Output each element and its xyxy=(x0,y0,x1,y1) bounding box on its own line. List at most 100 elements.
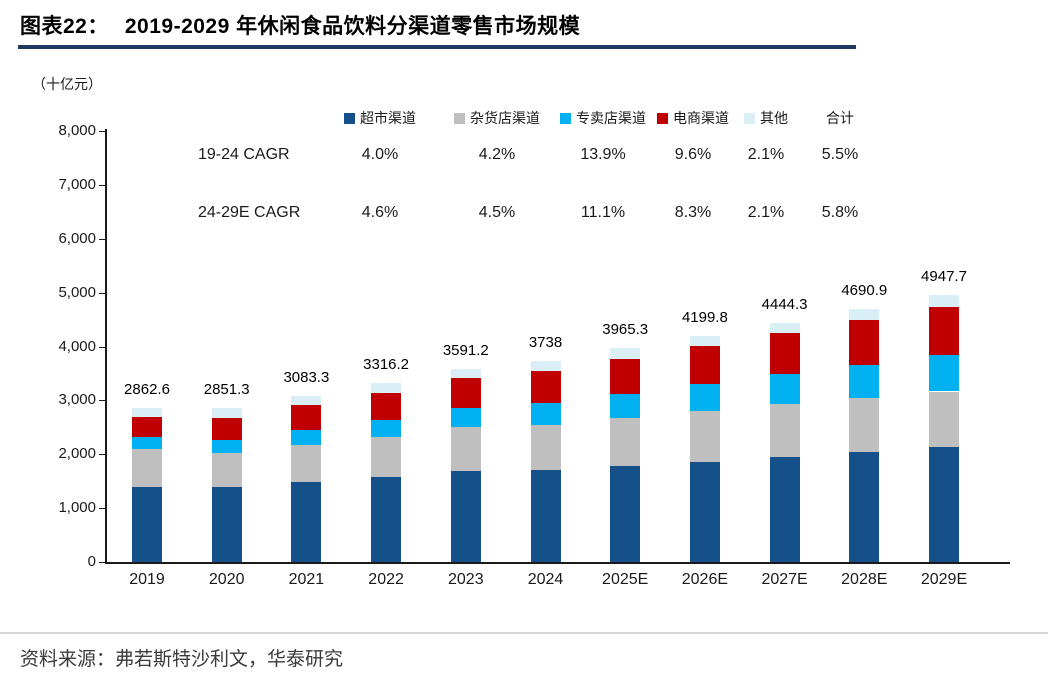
legend-item-5: 其他 xyxy=(744,108,788,128)
legend-swatch xyxy=(657,112,668,124)
bar-segment xyxy=(849,452,880,562)
x-axis-category-label: 2028E xyxy=(841,571,888,588)
bar-total-label: 3316.2 xyxy=(363,356,410,374)
cagr-value: 8.3% xyxy=(674,204,712,221)
y-axis-tick-mark xyxy=(99,131,105,132)
bar-segment xyxy=(849,364,880,398)
legend-swatch xyxy=(560,112,571,124)
bar-segment xyxy=(132,486,162,562)
bar-segment xyxy=(689,461,720,562)
bar-total-label: 4444.3 xyxy=(761,295,808,313)
unit-label: （十亿元） xyxy=(32,76,102,92)
y-axis-tick-label: 5,000 xyxy=(58,283,96,301)
bar-segment xyxy=(530,360,561,371)
cagr-value: 5.8% xyxy=(821,204,859,221)
bar-segment xyxy=(132,448,162,487)
cagr-value: 5.5% xyxy=(821,146,859,163)
y-axis-tick-mark xyxy=(99,508,105,510)
legend-swatch xyxy=(744,112,755,124)
x-axis-category-label: 2026E xyxy=(681,571,729,588)
bar-segment xyxy=(211,440,242,453)
bar-segment xyxy=(132,416,162,438)
title-underline xyxy=(18,45,856,49)
y-axis-tick-label: 6,000 xyxy=(58,229,96,247)
y-axis-tick-mark xyxy=(99,400,105,402)
bar-segment xyxy=(450,426,481,472)
y-axis-tick-label: 0 xyxy=(87,553,96,570)
bar-segment xyxy=(610,417,641,467)
bar-segment xyxy=(530,403,561,425)
bar-segment xyxy=(211,408,242,418)
x-axis-category-label: 2029E xyxy=(920,571,968,588)
bar-segment xyxy=(211,452,242,488)
legend-label: 杂货店渠道 xyxy=(470,110,540,126)
bar-segment xyxy=(689,410,720,462)
x-axis-category-label: 2023 xyxy=(448,571,484,588)
cagr-row-label: 19-24 CAGR xyxy=(198,146,290,163)
legend-item-3: 专卖店渠道 xyxy=(560,108,646,128)
bar-segment xyxy=(371,383,402,394)
bar-segment xyxy=(371,420,402,437)
bar-total-label: 2851.3 xyxy=(203,381,250,399)
legend-label: 电商渠道 xyxy=(673,110,729,126)
y-axis-tick-label: 4,000 xyxy=(58,337,96,355)
bar-segment xyxy=(291,405,322,430)
bar-total-label: 3965.3 xyxy=(602,321,649,339)
bar-segment xyxy=(769,456,800,562)
cagr-value: 4.5% xyxy=(478,204,516,221)
bar-segment xyxy=(291,482,322,562)
bar-segment xyxy=(689,384,720,411)
bar-segment xyxy=(610,466,641,562)
y-axis-line xyxy=(105,129,107,564)
bar-segment xyxy=(929,354,959,392)
bar-total-label: 3738 xyxy=(528,333,563,351)
bar-segment xyxy=(211,487,242,562)
y-axis-tick-label: 3,000 xyxy=(58,391,96,409)
bar-segment xyxy=(689,335,720,347)
legend-label: 专卖店渠道 xyxy=(576,110,646,126)
bar-segment xyxy=(530,424,561,471)
legend-item-4: 电商渠道 xyxy=(657,108,729,128)
cagr-value: 13.9% xyxy=(580,146,626,163)
y-axis-tick-mark xyxy=(99,454,105,456)
x-axis-category-label: 2022 xyxy=(368,571,404,588)
bar-segment xyxy=(530,370,561,404)
figure-label: 图表22： xyxy=(20,15,109,38)
bar-total-label: 3591.2 xyxy=(442,341,489,359)
bar-segment xyxy=(929,306,959,355)
y-axis-tick-mark xyxy=(99,346,105,348)
bar-segment xyxy=(132,437,162,449)
y-axis-tick-label: 1,000 xyxy=(58,499,96,517)
legend-label: 合计 xyxy=(826,110,854,126)
bar-segment xyxy=(211,417,242,441)
bar-total-label: 4947.7 xyxy=(921,268,967,286)
cagr-row-label: 24-29E CAGR xyxy=(198,204,301,221)
bar-segment xyxy=(291,444,322,483)
x-axis-category-label: 2024 xyxy=(527,571,564,588)
bar-segment xyxy=(769,322,800,334)
bar-segment xyxy=(291,429,322,445)
bar-segment xyxy=(371,393,402,421)
legend-item-1: 超市渠道 xyxy=(344,108,416,128)
bar-segment xyxy=(450,471,481,562)
y-axis-tick-mark xyxy=(99,292,105,294)
y-axis-tick-mark xyxy=(99,184,105,186)
legend-item-6: 合计 xyxy=(826,108,854,128)
cagr-value: 2.1% xyxy=(747,146,785,163)
cagr-value: 11.1% xyxy=(580,204,626,221)
cagr-value: 4.6% xyxy=(361,204,399,221)
y-axis-tick-mark xyxy=(99,238,105,240)
bar-segment xyxy=(450,407,481,427)
y-axis-tick-label: 2,000 xyxy=(58,445,96,463)
bar-segment xyxy=(610,358,641,394)
x-axis-category-label: 2019 xyxy=(129,571,165,588)
legend-swatch xyxy=(454,112,465,124)
cagr-value: 9.6% xyxy=(674,146,712,163)
bar-segment xyxy=(610,348,641,359)
bar-total-label: 2862.6 xyxy=(124,380,170,398)
x-axis-category-label: 2027E xyxy=(761,571,808,588)
bar-segment xyxy=(769,333,800,375)
bar-segment xyxy=(450,378,481,408)
